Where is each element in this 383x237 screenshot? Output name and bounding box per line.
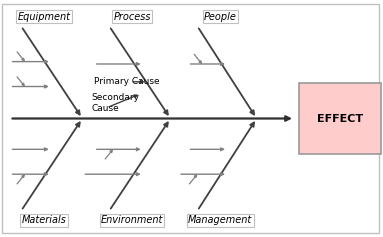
Text: People: People <box>204 12 237 22</box>
Text: Environment: Environment <box>101 215 163 225</box>
Text: Materials: Materials <box>21 215 67 225</box>
Text: Equipment: Equipment <box>18 12 70 22</box>
Text: Secondary
Cause: Secondary Cause <box>91 93 139 113</box>
FancyBboxPatch shape <box>299 83 381 154</box>
Text: Primary Cause: Primary Cause <box>94 77 159 86</box>
Text: EFFECT: EFFECT <box>317 114 363 123</box>
Text: Management: Management <box>188 215 252 225</box>
Text: Process: Process <box>113 12 151 22</box>
